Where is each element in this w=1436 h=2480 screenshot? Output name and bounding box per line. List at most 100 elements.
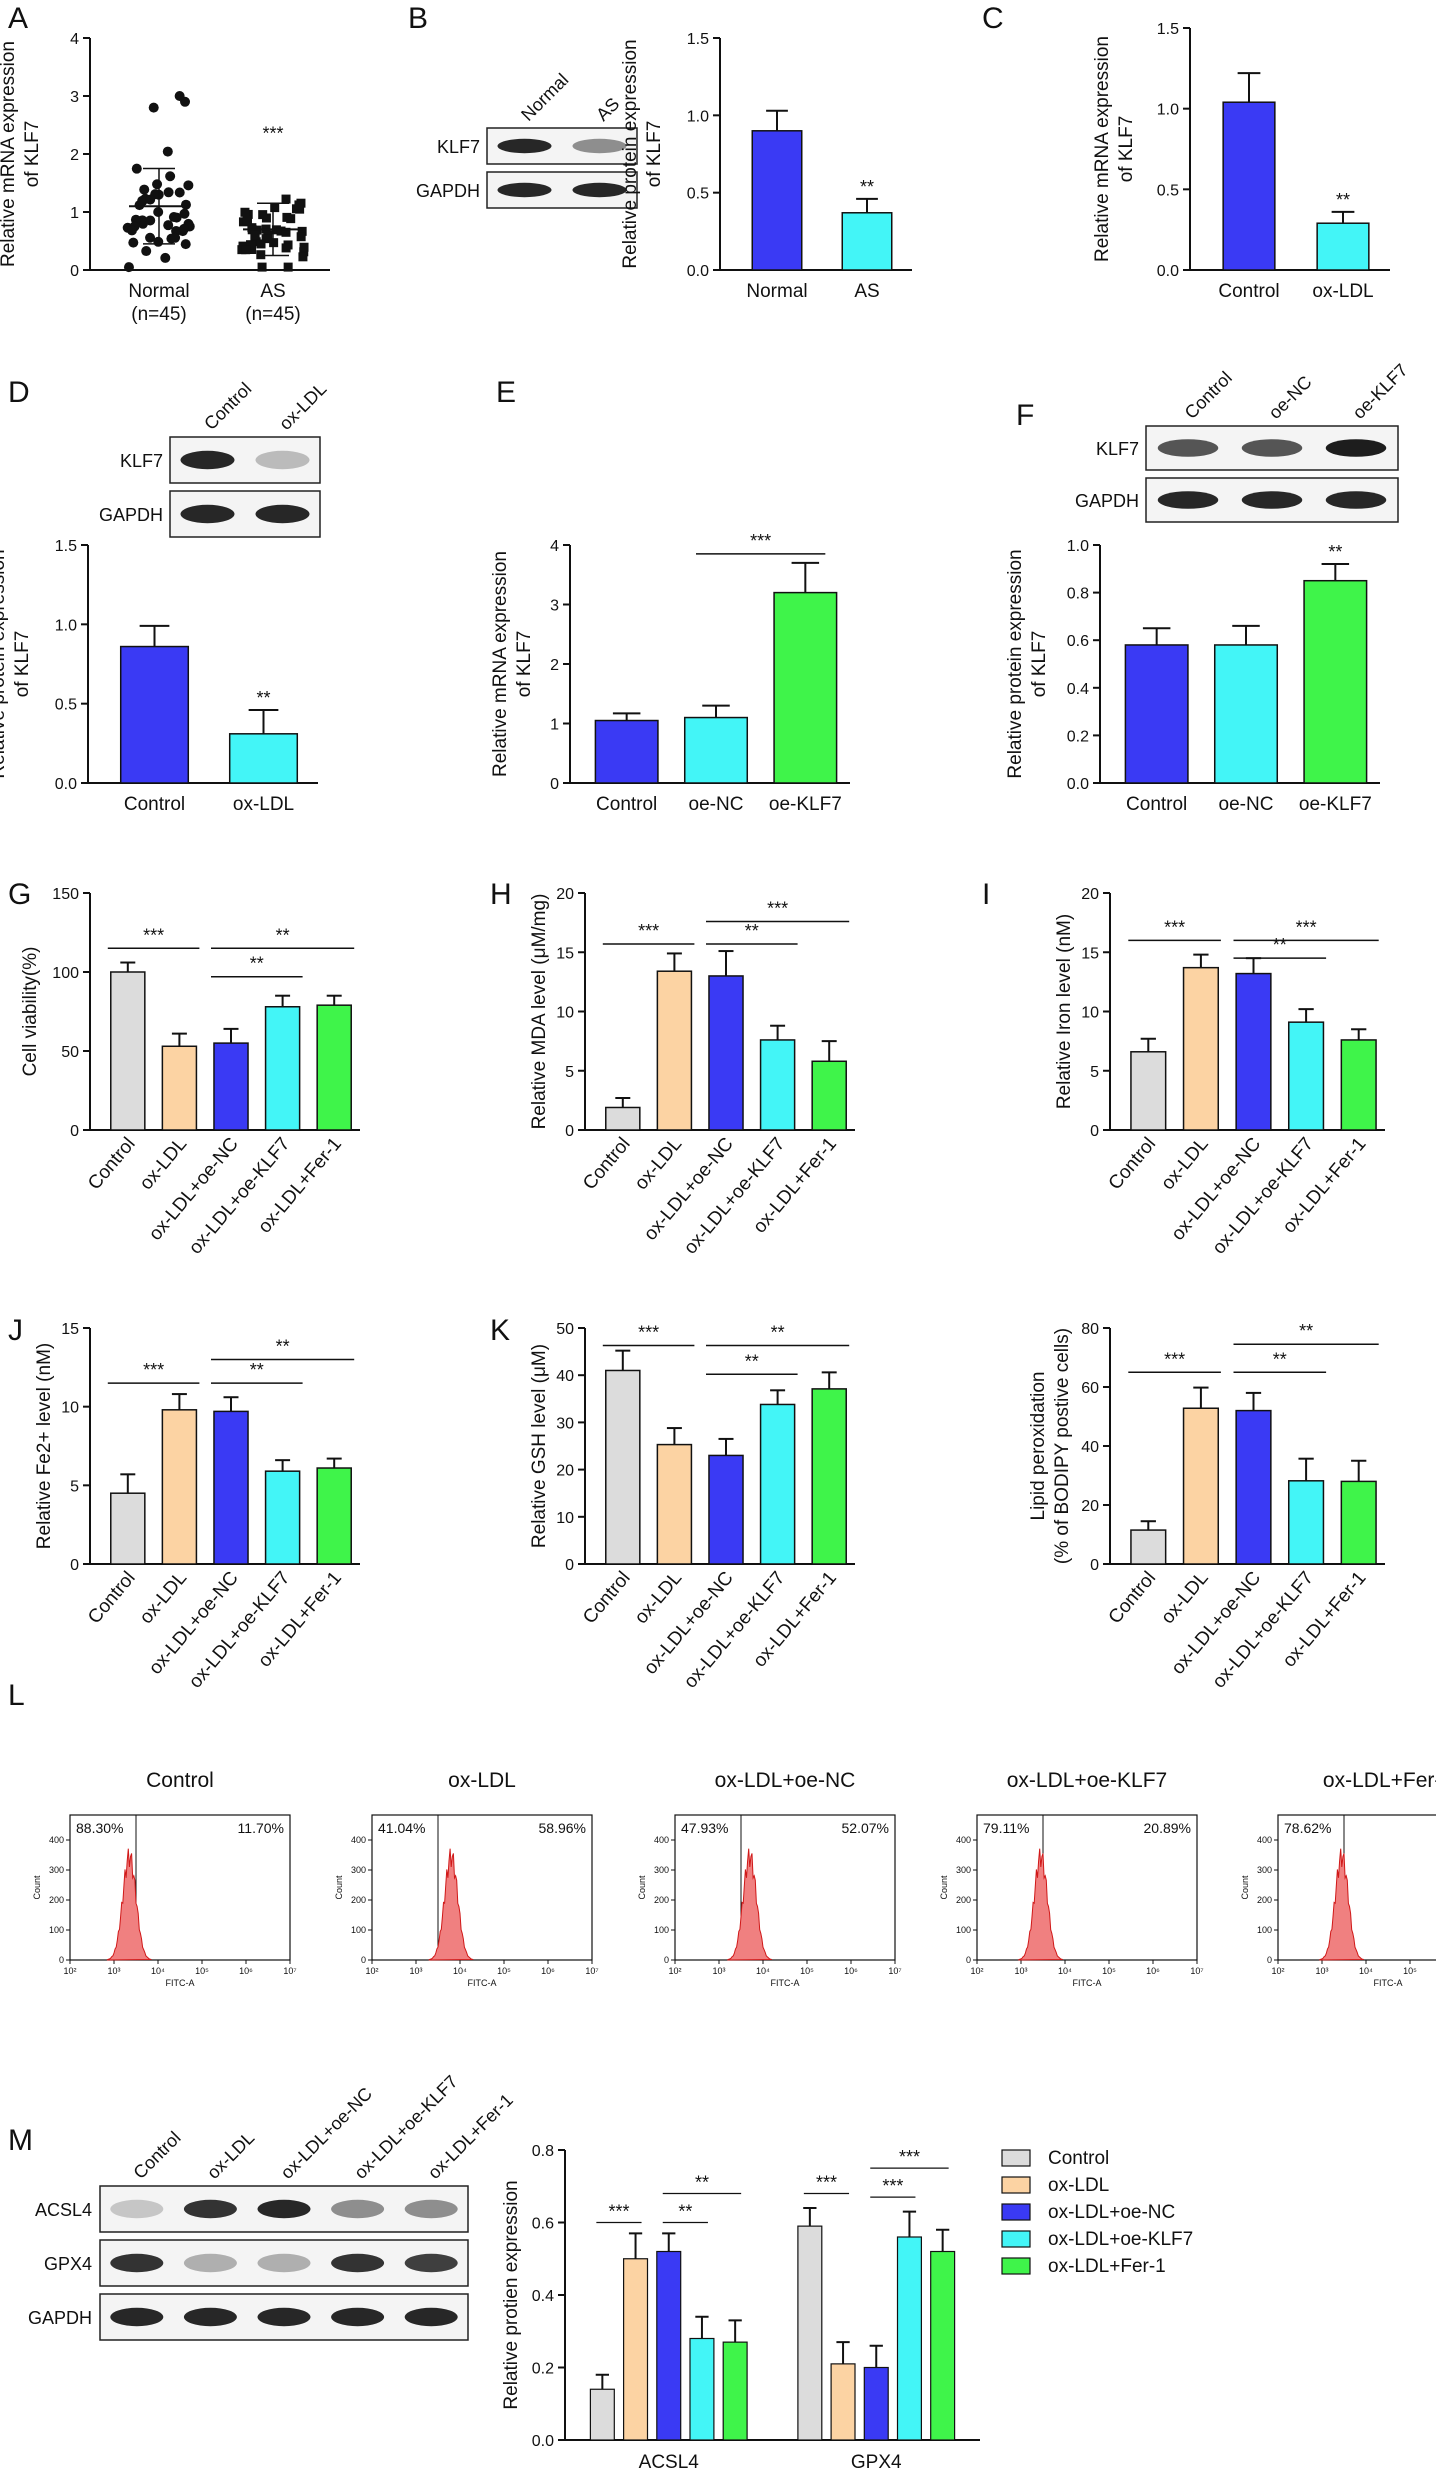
x-tick-label-LP: Control [1105,1568,1160,1628]
blot-band-M [404,2253,458,2273]
y-axis-label-H: Relative MDA level (μM/mg) [529,894,550,1130]
significance-label-F: ** [1328,542,1342,562]
y-tick-label-LP: 20 [1081,1498,1099,1515]
y-axis-label-D: of KLF7 [12,631,33,698]
y-tick-label-I: 5 [1090,1064,1099,1081]
blot-band-F [1241,439,1303,457]
x-tick-label-F: oe-KLF7 [1299,794,1372,815]
bar-I-3 [1287,1021,1325,1131]
significance-label-G: ** [250,954,264,974]
flow-xtick-label-3: 10⁴ [1058,1966,1072,1976]
blot-band-D [180,504,235,524]
significance-label-B: ** [860,177,874,197]
blot-band-F [1157,439,1219,457]
x-tick-label-F: Control [1126,794,1187,815]
flow-ytick-label-0: 200 [49,1895,64,1905]
flow-ylabel-4: Count [1240,1875,1250,1900]
flow-xtick-label-1: 10³ [409,1966,422,1976]
y-axis-label-B: Relative protein expression [620,39,641,268]
data-point-A [183,180,194,191]
data-point-A [174,187,185,198]
y-tick-label-K: 40 [556,1368,574,1385]
blot-band-F [1241,491,1303,509]
flow-xtick-label-2: 10² [668,1966,681,1976]
flow-xtick-label-2: 10³ [712,1966,725,1976]
flow-xlabel-1: FITC-A [468,1978,497,1988]
flow-ytick-label-2: 200 [654,1895,669,1905]
y-tick-label-B: 1.5 [687,31,709,48]
y-tick-label-D: 0.0 [55,776,77,793]
legend-label-4: ox-LDL+Fer-1 [1048,2256,1166,2277]
flow-ytick-label-3: 400 [956,1835,971,1845]
blot-band-M [257,2199,311,2219]
x-tick-label-H: Control [579,1134,634,1194]
flow-xtick-label-0: 10⁶ [239,1966,253,1976]
y-tick-label-A: 3 [70,89,79,106]
flow-xtick-label-0: 10⁷ [283,1966,296,1976]
y-tick-label-K: 30 [556,1415,574,1432]
data-point-A [128,237,139,248]
flow-title-4: ox-LDL+Fer-1 [1323,1769,1436,1792]
y-tick-label-M: 0.8 [532,2143,554,2160]
significance-label-LP: ** [1299,1321,1313,1341]
significance-label-M: *** [816,2173,837,2193]
x-tick-label-C: ox-LDL [1312,281,1373,302]
flow-xtick-label-2: 10⁶ [844,1966,858,1976]
bar-LP-0 [1130,1529,1167,1565]
blot-band-B [497,138,552,154]
data-point-A [299,247,309,257]
y-tick-label-LP: 80 [1081,1321,1099,1338]
panel-letter-f: F [1016,399,1034,432]
flow-histogram-2 [727,1848,772,1961]
significance-label-G: *** [143,925,164,945]
bar-J-0 [110,1492,146,1565]
x-tick-label-C: Control [1218,281,1279,302]
significance-label-J: ** [250,1360,264,1380]
bar-G-3 [264,1006,301,1131]
y-tick-label-B: 0.5 [687,186,709,203]
flow-left-pct-4: 78.62% [1284,1820,1331,1836]
bar-G-0 [110,971,146,1131]
significance-label-K: ** [745,1351,759,1371]
blot-row-label-F: GAPDH [1075,491,1139,511]
y-tick-label-F: 0.8 [1067,586,1089,603]
flow-ytick-label-4: 400 [1257,1835,1272,1845]
y-tick-label-E: 1 [550,717,559,734]
bar-I-4 [1340,1039,1377,1131]
flow-xtick-label-3: 10⁵ [1102,1966,1116,1976]
x-tick-label-K: Control [579,1568,634,1628]
flow-ytick-label-4: 0 [1267,1955,1272,1965]
legend-swatch-2 [1001,2203,1031,2221]
bar-E-1 [683,716,749,784]
x-tick-label-B: Normal [746,281,807,302]
y-tick-label-M: 0.2 [532,2361,554,2378]
blot-band-M [183,2253,237,2273]
data-point-A [145,215,156,226]
blot-band-D [180,450,235,470]
y-tick-label-F: 0.4 [1067,681,1089,698]
bar-C-1 [1316,222,1370,271]
y-axis-label-LP: (% of BODIPY postive cells) [1052,1328,1073,1564]
blot-band-D [255,504,310,524]
data-point-A [297,226,307,236]
data-point-A [131,163,142,174]
blot-band-B [572,182,627,198]
bar-I-0 [1130,1051,1167,1131]
x-tick-label-A: Normal [128,281,189,302]
blot-row-label-F: KLF7 [1096,439,1139,459]
bar-C-0 [1222,101,1276,271]
flow-xtick-label-2: 10⁴ [756,1966,770,1976]
blot-row-label-B: KLF7 [437,137,480,157]
significance-label-LP: *** [1164,1349,1185,1369]
data-point-A [174,91,185,101]
significance-label-J: ** [276,1336,290,1356]
blot-row-label-M: GAPDH [28,2308,92,2328]
blot-lane-label-F: Control [1181,368,1236,423]
significance-label-M: *** [882,2176,903,2196]
significance-label-M: ** [678,2202,692,2222]
bar-E-2 [773,591,838,784]
flow-frame-3 [976,1814,1198,1961]
data-point-A [251,237,261,247]
bar-H-1 [656,970,693,1131]
